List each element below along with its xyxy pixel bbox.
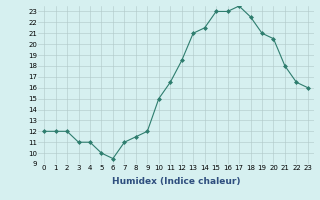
X-axis label: Humidex (Indice chaleur): Humidex (Indice chaleur)	[112, 177, 240, 186]
